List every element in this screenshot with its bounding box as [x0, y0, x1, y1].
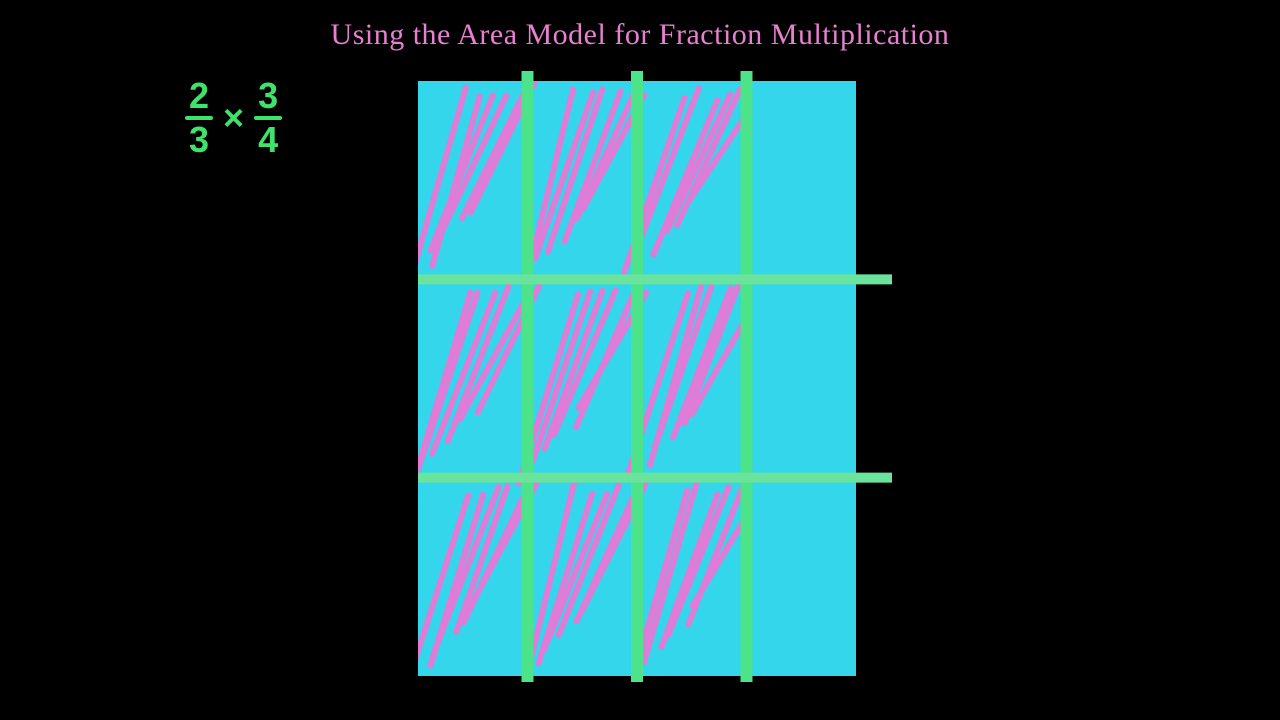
- fraction-right-numerator: 3: [254, 78, 282, 114]
- area-model-svg: [418, 71, 892, 682]
- page-title: Using the Area Model for Fraction Multip…: [0, 18, 1280, 52]
- fraction-equation: 2 3 × 3 4: [185, 78, 282, 158]
- fraction-left: 2 3: [185, 78, 213, 158]
- title-text: Using the Area Model for Fraction Multip…: [331, 18, 950, 51]
- area-model-diagram: [418, 71, 892, 682]
- fraction-right: 3 4: [254, 78, 282, 158]
- fraction-left-denominator: 3: [185, 122, 213, 158]
- fraction-right-denominator: 4: [254, 122, 282, 158]
- multiply-operator: ×: [223, 97, 244, 139]
- fraction-left-numerator: 2: [185, 78, 213, 114]
